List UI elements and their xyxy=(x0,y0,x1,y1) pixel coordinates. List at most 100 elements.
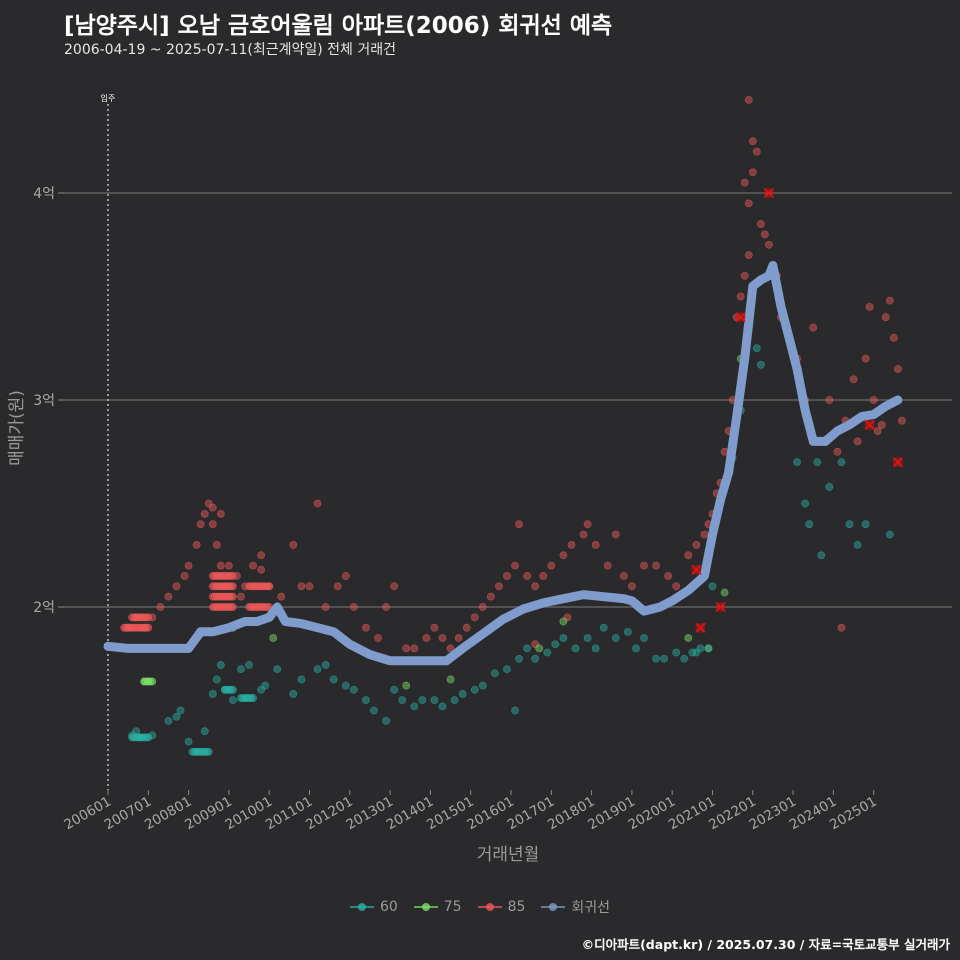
point-85 xyxy=(382,603,390,611)
highlight-x-marker xyxy=(695,622,706,633)
y-tick-label: 3억 xyxy=(33,393,55,409)
point-60 xyxy=(688,648,697,657)
point-85 xyxy=(402,644,411,653)
legend-key-icon xyxy=(413,901,438,913)
point-85 xyxy=(216,509,225,518)
point-85 xyxy=(664,572,673,580)
point-60 xyxy=(208,690,217,698)
point-60 xyxy=(410,702,419,711)
point-85 xyxy=(591,541,600,549)
point-85 xyxy=(333,582,342,591)
point-85 xyxy=(208,520,217,529)
legend-key-icon xyxy=(541,901,566,913)
point-60 xyxy=(144,733,153,742)
data-points xyxy=(120,95,906,756)
point-60 xyxy=(640,634,648,642)
point-85 xyxy=(563,613,572,622)
point-60 xyxy=(321,661,330,669)
legend-item-regression: 회귀선 xyxy=(541,897,610,917)
point-85 xyxy=(196,520,205,529)
point-85 xyxy=(672,582,681,591)
point-60 xyxy=(289,690,298,698)
point-60 xyxy=(680,654,689,663)
point-85 xyxy=(611,530,620,539)
point-60 xyxy=(837,458,846,466)
point-60 xyxy=(599,623,608,632)
point-60 xyxy=(204,748,213,756)
point-60 xyxy=(261,681,270,690)
y-tick-labels: 2억 3억 4억 xyxy=(33,186,55,616)
point-60 xyxy=(845,520,854,529)
regression-path xyxy=(103,261,903,666)
point-60 xyxy=(853,541,862,549)
point-85 xyxy=(241,582,249,591)
legend-key-icon xyxy=(477,901,502,913)
point-85 xyxy=(124,623,133,632)
point-60 xyxy=(370,706,378,715)
point-85 xyxy=(547,561,556,570)
point-85 xyxy=(200,509,209,518)
highlight-x-marker xyxy=(715,601,726,613)
point-75 xyxy=(148,677,157,686)
regression-line xyxy=(103,261,903,666)
point-60 xyxy=(632,644,640,653)
point-60 xyxy=(692,648,701,657)
point-60 xyxy=(329,675,338,684)
highlight-markers xyxy=(691,187,904,633)
point-85 xyxy=(237,592,245,601)
point-85 xyxy=(362,623,370,632)
point-85 xyxy=(849,375,858,384)
point-60 xyxy=(176,706,185,715)
point-85 xyxy=(390,582,399,591)
point-60 xyxy=(559,634,568,642)
chart-legend: 60 75 85 회귀선 xyxy=(0,897,960,917)
point-85 xyxy=(422,634,431,642)
point-60 xyxy=(128,731,137,740)
point-85 xyxy=(619,572,628,580)
point-60 xyxy=(184,737,193,746)
legend-item-75: 75 xyxy=(413,897,462,917)
point-60 xyxy=(591,644,600,653)
x-tick-labels: 2006012007012008012009012010012011012012… xyxy=(61,790,880,834)
point-85 xyxy=(515,520,523,529)
point-85 xyxy=(148,613,157,622)
point-85 xyxy=(470,613,479,622)
point-85 xyxy=(265,582,274,591)
point-85 xyxy=(752,147,761,156)
x-axis-label: 거래년월 xyxy=(477,845,540,865)
point-60 xyxy=(708,582,717,591)
point-85 xyxy=(748,137,757,146)
point-85 xyxy=(539,572,548,580)
move-in-annotation: 입주 xyxy=(101,94,115,790)
point-75 xyxy=(535,644,544,653)
point-85 xyxy=(760,230,769,239)
point-60 xyxy=(511,706,519,715)
point-85 xyxy=(861,354,870,363)
point-85 xyxy=(233,572,241,580)
highlight-x-marker xyxy=(763,187,775,199)
point-60 xyxy=(249,694,257,702)
point-60 xyxy=(148,731,157,740)
point-60 xyxy=(531,654,540,663)
point-85 xyxy=(313,499,322,508)
point-85 xyxy=(249,561,257,570)
x-tick-label: 202501 xyxy=(827,794,880,834)
point-85 xyxy=(164,592,173,601)
point-85 xyxy=(744,251,753,259)
y-tick-label: 4억 xyxy=(33,186,55,202)
point-75 xyxy=(559,617,568,626)
point-85 xyxy=(184,561,193,570)
point-60 xyxy=(470,685,479,694)
legend-item-60: 60 xyxy=(349,897,398,917)
point-75 xyxy=(140,677,149,686)
point-85 xyxy=(156,603,165,611)
point-85 xyxy=(825,396,834,404)
point-60 xyxy=(273,665,282,673)
point-60 xyxy=(245,661,253,669)
point-85 xyxy=(898,416,906,425)
point-85 xyxy=(837,623,846,632)
point-85 xyxy=(495,582,503,591)
point-85 xyxy=(583,520,592,529)
point-85 xyxy=(603,561,612,570)
